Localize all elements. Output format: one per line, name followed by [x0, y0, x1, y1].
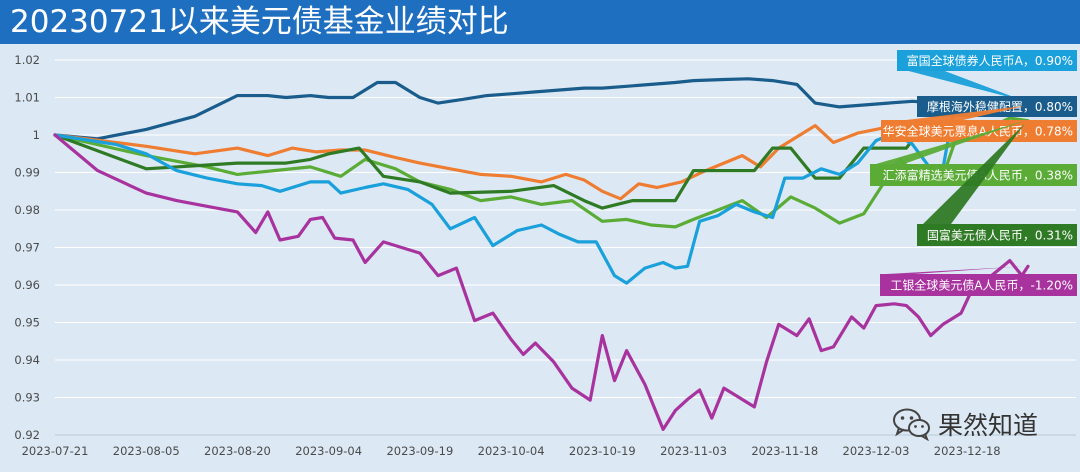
callout-pointer: [886, 266, 1025, 274]
x-tick-label: 2023-12-03: [843, 444, 910, 458]
y-tick-label: 1: [33, 128, 40, 142]
watermark: 果然知道: [892, 404, 1038, 444]
y-tick-label: 0.93: [14, 391, 40, 405]
chart-title: 20230721以来美元债基金业绩对比: [10, 4, 509, 40]
x-tick-label: 2023-11-03: [660, 444, 727, 458]
y-tick-label: 0.95: [14, 316, 40, 330]
watermark-text: 果然知道: [938, 411, 1039, 440]
x-tick-label: 2023-07-21: [22, 444, 89, 458]
callout-label: 工银全球美元债A人民币，-1.20%: [890, 278, 1073, 293]
y-tick-label: 0.99: [14, 166, 40, 180]
x-tick-label: 2023-08-05: [113, 444, 180, 458]
callout-pointer: [923, 123, 1025, 224]
callout-label: 富国全球债券人民币A，0.90%: [907, 53, 1073, 68]
callout-pointer: [876, 120, 1025, 164]
x-tick-label: 2023-11-18: [751, 444, 818, 458]
y-tick-label: 0.98: [14, 203, 40, 217]
callout-box: [917, 224, 1077, 246]
y-tick-label: 1.01: [14, 91, 40, 105]
wechat-icon: [893, 408, 930, 441]
x-tick-label: 2023-12-18: [934, 444, 1001, 458]
x-tick-label: 2023-08-20: [204, 444, 271, 458]
series-line: [53, 77, 1030, 141]
callout-label: 华安全球美元票息A人民币，0.78%: [883, 124, 1073, 139]
callout-label: 国富美元债人民币，0.31%: [927, 228, 1073, 243]
y-tick-label: 0.92: [14, 428, 40, 442]
legend-callouts: 富国全球债券人民币A，0.90% 摩根海外稳健配置，0.80% 华安全球美元票息A人…: [870, 50, 1077, 296]
x-tick-label: 2023-10-04: [478, 444, 545, 458]
x-tick-label: 2023-10-19: [569, 444, 636, 458]
series-line: [53, 121, 1030, 210]
callout-box: [881, 120, 1077, 142]
y-tick-label: 0.96: [14, 278, 40, 292]
callout-box: [880, 274, 1077, 296]
y-tick-label: 0.94: [14, 353, 40, 367]
x-tick-label: 2023-09-04: [295, 444, 362, 458]
callout-box: [917, 96, 1077, 117]
callout-box: [897, 50, 1077, 71]
callout-label: 摩根海外稳健配置，0.80%: [927, 99, 1073, 114]
y-tick-label: 1.02: [14, 53, 40, 67]
title-bar: 20230721以来美元债基金业绩对比: [0, 0, 1080, 44]
grid-lines: [55, 59, 1076, 436]
series-line: [53, 133, 1030, 431]
y-tick-label: 0.97: [14, 241, 40, 255]
x-tick-label: 2023-09-19: [386, 444, 453, 458]
axis-ticks: 0.92 0.93 0.94 0.95 0.96 0.97 0.98 0.99 1 1.01 1.0…: [14, 53, 1000, 458]
